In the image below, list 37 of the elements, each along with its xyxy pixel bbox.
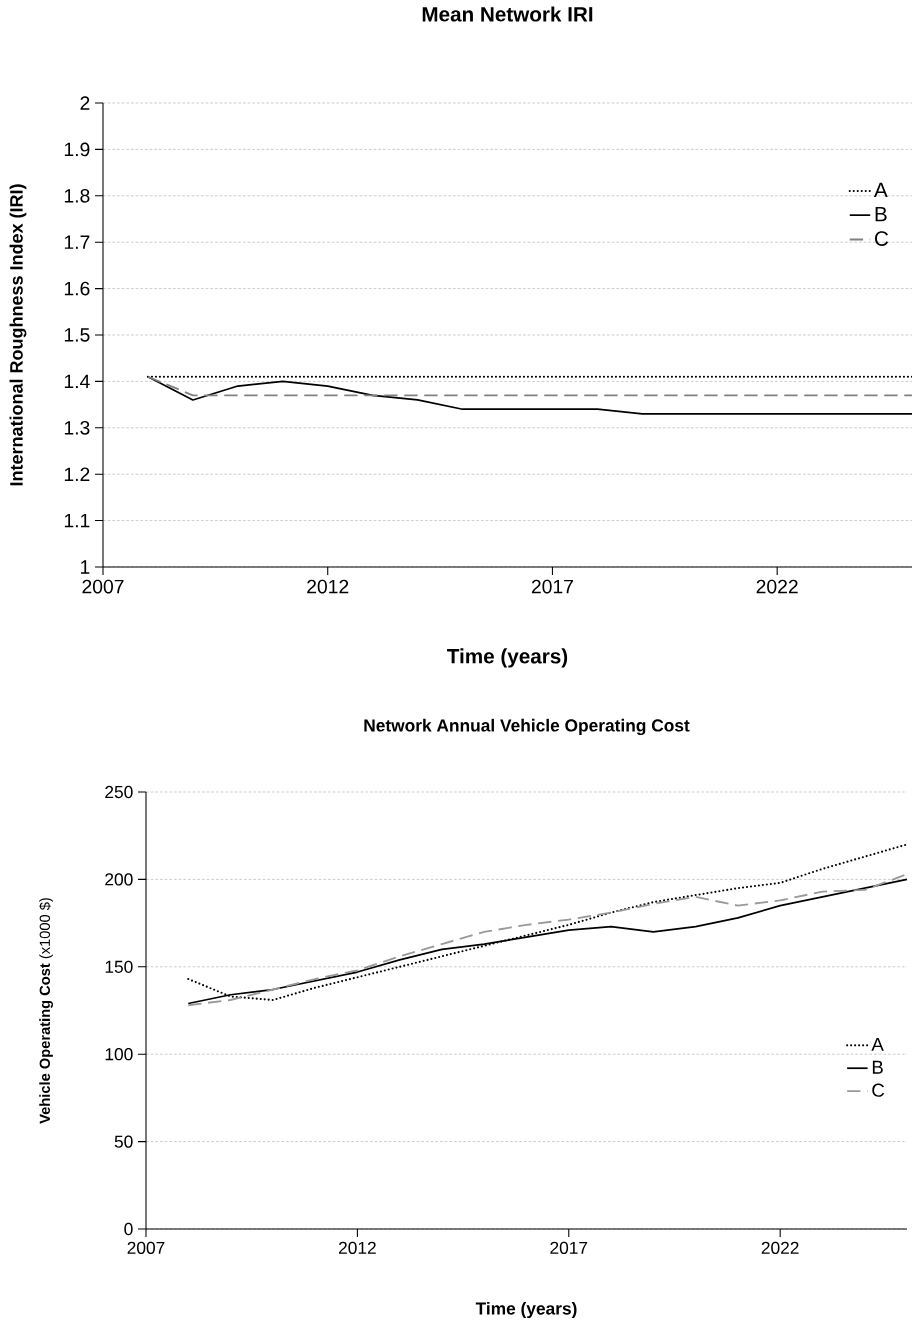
y-tick-label: 2 (80, 96, 90, 110)
y-tick-label: 250 (105, 785, 133, 799)
legend-label: B (875, 207, 887, 222)
x-tick-label: 2017 (550, 1241, 588, 1254)
y-tick-label: 1.9 (64, 142, 90, 157)
y-tick-label: 1.8 (64, 188, 90, 203)
x-tick-label: 2012 (338, 1241, 376, 1254)
chart-title: Network Annual Vehicle Operating Cost (364, 718, 690, 736)
x-tick-label: 2012 (307, 579, 349, 594)
y-tick-label: 200 (105, 873, 133, 886)
y-tick-label: 1 (81, 560, 90, 574)
y-tick-label: 1.1 (64, 513, 90, 528)
x-tick-label: 2007 (127, 1241, 165, 1254)
x-tick-label: 2007 (82, 579, 124, 594)
x-axis-title: Time (years) (447, 648, 568, 668)
y-tick-label: 1.5 (64, 328, 90, 342)
chart-title: Mean Network IRI (422, 6, 593, 22)
x-tick-label: 2022 (756, 579, 798, 594)
y-tick-label: 1.2 (64, 467, 90, 481)
y-tick-label: 1.3 (64, 420, 90, 435)
legend-label: B (872, 1060, 883, 1074)
y-axis-title: International Roughness Index (IRI) (9, 184, 27, 486)
y-tick-label: 50 (114, 1135, 133, 1148)
x-axis-title: Time (years) (475, 1301, 577, 1319)
y-tick-label: 1.6 (64, 281, 90, 296)
y-axis-title: Vehicle Operating Cost (x1000 $) (39, 898, 53, 1124)
legend-label: A (871, 1037, 884, 1051)
legend-label: A (874, 182, 888, 198)
legend-label: C (872, 1083, 885, 1097)
y-tick-label: 1.7 (64, 235, 90, 249)
x-tick-label: 2022 (761, 1241, 799, 1254)
x-tick-label: 2017 (531, 579, 573, 594)
y-tick-label: 100 (105, 1048, 133, 1061)
y-tick-label: 0 (124, 1222, 133, 1236)
legend-label: C (875, 231, 889, 246)
y-tick-label: 150 (105, 960, 133, 973)
y-tick-label: 1.4 (64, 374, 90, 389)
